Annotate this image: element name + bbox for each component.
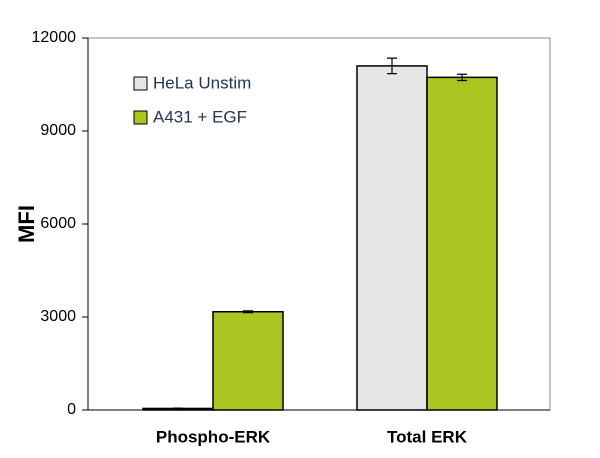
x-tick-label: Phospho-ERK: [156, 427, 271, 446]
y-tick-label: 0: [67, 401, 76, 418]
legend-swatch: [133, 76, 148, 91]
y-tick-label: 3000: [40, 308, 76, 325]
legend-label: A431 + EGF: [153, 107, 247, 126]
bar: [356, 65, 428, 411]
y-tick-label: 6000: [40, 215, 76, 232]
error-bar: [457, 73, 467, 82]
error-bar: [243, 310, 253, 314]
error-bar: [387, 57, 397, 75]
legend-label: HeLa Unstim: [153, 73, 251, 92]
bar: [212, 310, 284, 411]
x-tick-label: Total ERK: [387, 427, 468, 446]
y-axis-label: MFI: [14, 205, 39, 243]
bar: [426, 76, 498, 411]
y-tick-label: 9000: [40, 122, 76, 139]
y-tick-label: 12000: [32, 29, 77, 46]
error-bar: [173, 407, 183, 410]
legend-swatch: [133, 110, 148, 125]
